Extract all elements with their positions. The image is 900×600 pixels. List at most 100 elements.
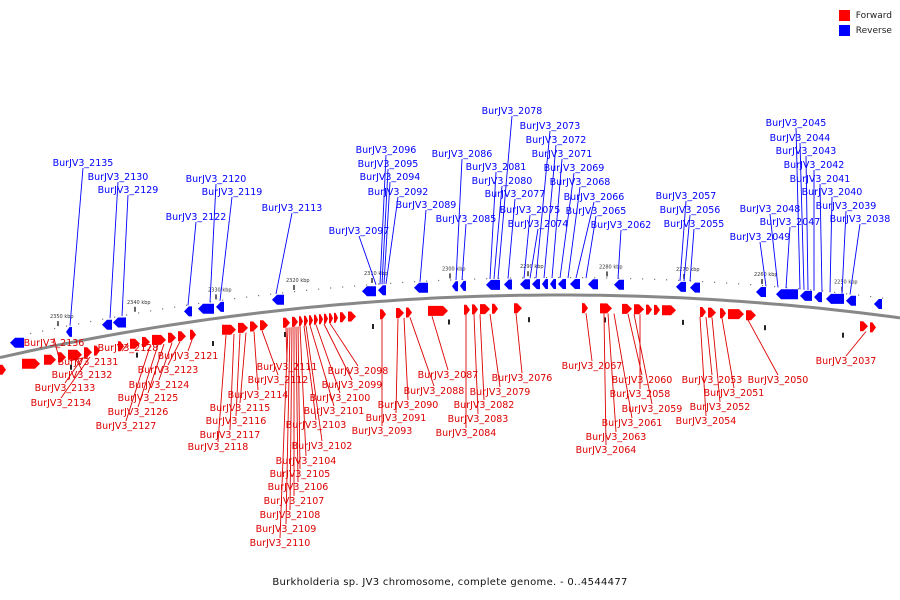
forward-gene-leader [60,356,91,399]
forward-gene-arrow [860,321,868,332]
forward-gene-label: BurJV3_2124 [129,380,190,391]
forward-gene-arrow [428,305,448,316]
forward-gene-arrow [178,331,186,342]
forward-gene-label: BurJV3_2131 [58,357,119,368]
position-marker [372,324,374,329]
reverse-gene-leader [493,185,503,279]
reverse-gene-arrow [520,279,530,290]
forward-gene-label: BurJV3_2123 [138,365,199,376]
forward-gene-arrow [406,307,412,318]
reverse-gene-arrow [378,285,386,296]
forward-gene-arrow [870,322,876,333]
forward-gene-arrow [324,313,328,324]
reference-dot [618,277,620,279]
forward-gene-label: BurJV3_2133 [35,383,96,394]
reverse-gene-arrow [826,293,844,304]
forward-gene-arrow [292,316,298,327]
reverse-gene-arrow [846,295,856,306]
forward-gene-arrow [514,303,522,314]
reverse-gene-leader [805,155,809,291]
forward-gene-leader [395,318,399,414]
reference-dot [690,280,692,282]
reference-dot [246,296,248,298]
forward-gene-leader [121,342,129,352]
reverse-gene-leader [535,130,551,279]
reverse-gene-label: BurJV3_2113 [262,203,323,214]
forward-gene-arrow [654,304,660,315]
forward-gene-leader [279,327,289,539]
forward-gene-label: BurJV3_2136 [24,338,85,349]
reverse-gene-arrow [558,279,566,289]
position-marker [764,325,766,331]
forward-gene-arrow [728,309,744,320]
reverse-gene-label: BurJV3_2086 [432,149,493,160]
reverse-gene-leader [799,142,805,290]
reverse-gene-label: BurJV3_2135 [53,158,114,169]
reference-dot [270,293,272,295]
forward-gene-label: BurJV3_2105 [270,469,331,480]
forward-gene-label: BurJV3_2053 [682,375,743,386]
reverse-gene-label: BurJV3_2081 [466,162,527,173]
reference-dot [462,278,464,281]
reverse-gene-arrow [184,306,192,317]
reference-dot [318,288,320,290]
reverse-gene-leader [819,183,823,292]
reference-dot [78,323,80,325]
forward-gene-label: BurJV3_2132 [52,370,113,381]
forward-gene-arrow [130,338,140,349]
reference-dot [90,320,92,323]
reverse-gene-label: BurJV3_2047 [760,217,821,228]
forward-gene-label: BurJV3_2125 [118,393,179,404]
reference-dot [354,285,356,287]
position-marker [212,341,214,346]
reverse-gene-leader [419,209,427,282]
reference-dot [402,281,404,284]
reverse-gene-leader [507,198,516,279]
position-marker [70,364,72,370]
forward-gene-leader [721,318,735,389]
reverse-gene-arrow [452,281,458,292]
forward-gene-arrow [348,311,356,322]
forward-gene-label: BurJV3_2104 [276,456,337,467]
tick-label: 2350 kbp [50,314,74,320]
reference-dot [738,283,740,285]
reference-dot [342,286,344,288]
forward-gene-arrow [334,312,338,323]
forward-gene-leader [303,325,317,421]
forward-gene-arrow [700,307,706,317]
reverse-gene-label: BurJV3_2089 [396,200,457,211]
reverse-gene-label: BurJV3_2122 [166,212,227,223]
reverse-gene-label: BurJV3_2073 [520,121,581,132]
forward-gene-label: BurJV3_2083 [448,414,509,425]
forward-gene-arrow [634,304,644,315]
reverse-gene-leader [559,172,575,279]
forward-gene-label: BurJV3_2090 [378,400,439,411]
forward-gene-arrow [238,322,248,333]
reference-dot [186,304,188,306]
forward-gene-leader [69,356,89,362]
reverse-gene-arrow [504,279,512,290]
reference-dot [678,279,680,281]
forward-gene-label: BurJV3_2134 [31,398,92,409]
reference-dot [774,286,776,288]
reverse-gene-label: BurJV3_2094 [360,172,421,183]
reverse-gene-arrow [542,279,548,289]
forward-gene-leader [633,313,653,405]
forward-gene-label: BurJV3_2076 [492,373,553,384]
forward-gene-arrow [118,341,124,352]
forward-gene-leader [261,330,279,376]
forward-gene-arrow [472,304,478,315]
forward-gene-leader [285,327,291,525]
reference-dot [726,282,728,284]
reference-dot [594,277,596,279]
reference-dot [798,288,800,290]
reverse-gene-arrow [460,280,466,291]
forward-gene-label: BurJV3_2127 [96,421,157,432]
reference-dot [654,278,656,280]
forward-gene-arrow [600,303,612,314]
forward-gene-leader [229,333,235,431]
forward-gene-label: BurJV3_2108 [260,510,321,521]
forward-gene-arrow [582,303,588,314]
reference-dot [54,327,56,330]
reverse-gene-label: BurJV3_2120 [186,174,247,185]
